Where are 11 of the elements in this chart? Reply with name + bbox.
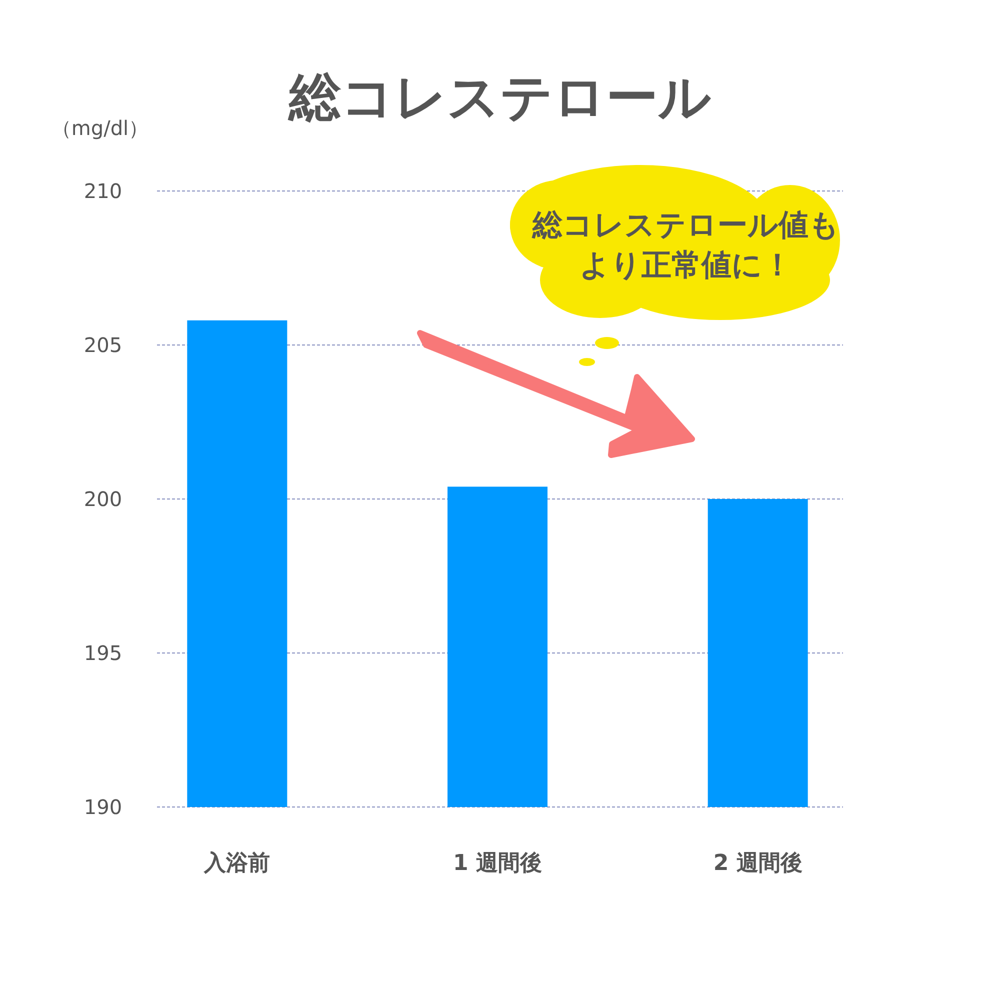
annotation: 総コレステロール値もより正常値に！ (532, 208, 840, 283)
y-tick-label: 195 (84, 641, 122, 665)
chart-title: 総コレステロール (287, 68, 711, 128)
y-tick-label: 205 (84, 333, 122, 357)
x-tick-label: 入浴前 (203, 851, 270, 876)
y-tick-label: 190 (84, 795, 122, 819)
y-tick-label: 200 (84, 487, 122, 511)
x-tick-label: 1 週間後 (453, 851, 542, 876)
y-axis-title: （mg/dl） (51, 116, 149, 140)
y-tick-label: 210 (84, 179, 122, 203)
x-tick-label: 2 週間後 (713, 851, 802, 876)
